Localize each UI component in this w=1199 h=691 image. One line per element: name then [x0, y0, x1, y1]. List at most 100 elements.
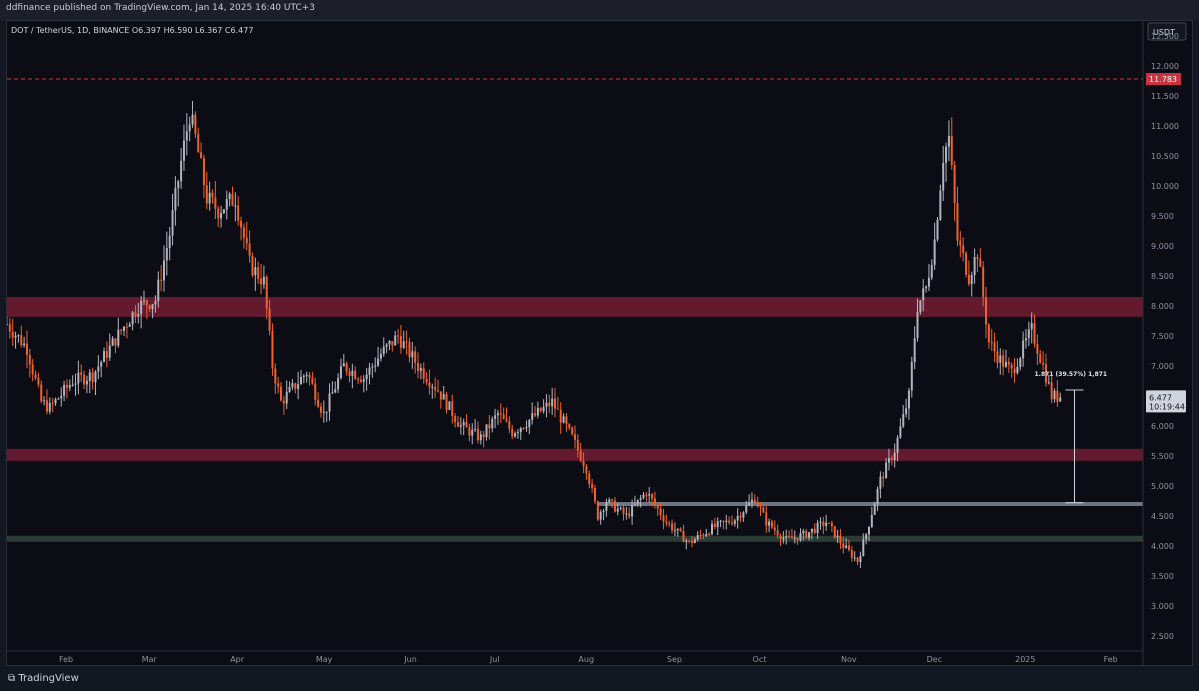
candle-body — [753, 499, 756, 503]
candle-body — [782, 537, 785, 540]
candle-body — [185, 131, 188, 141]
candle-body — [471, 429, 474, 436]
candle-body — [436, 390, 439, 392]
candle-body — [411, 351, 414, 358]
candle-body — [819, 521, 822, 523]
candle-body — [945, 146, 948, 163]
zone-support-green — [7, 535, 1143, 542]
candle-body — [391, 341, 394, 346]
candle-body — [942, 162, 945, 191]
candle-body — [17, 335, 20, 337]
candle-body — [525, 427, 528, 429]
candle-body — [299, 377, 302, 385]
time-tick: 2025 — [1015, 655, 1035, 664]
candle-body — [117, 329, 120, 346]
candle-body — [83, 374, 86, 385]
candle-body — [125, 326, 128, 328]
candle-body — [534, 413, 537, 416]
candle-body — [174, 187, 177, 211]
candle-body — [399, 336, 402, 348]
time-tick: Sep — [667, 655, 682, 664]
candle-body — [177, 181, 180, 188]
candle-body — [1039, 353, 1042, 363]
candle-body — [762, 507, 765, 513]
candle-body — [228, 193, 231, 200]
candle-body — [805, 530, 808, 538]
candle-body — [225, 199, 228, 210]
candle-body — [25, 343, 28, 355]
price-tick: 12.500 — [1151, 32, 1179, 41]
candle-body — [685, 540, 688, 542]
candle-body — [665, 521, 668, 523]
candle-body — [1007, 361, 1010, 365]
candle-body — [996, 351, 999, 363]
candle-body — [1019, 358, 1022, 367]
candle-body — [140, 300, 143, 315]
candle-body — [579, 450, 582, 461]
candle-body — [305, 374, 308, 376]
candle-body — [548, 402, 551, 407]
price-tick: 8.000 — [1151, 302, 1174, 311]
candle-body — [879, 476, 882, 489]
candle-body — [434, 386, 437, 391]
candle-body — [959, 240, 962, 246]
publish-bar: ddfinance published on TradingView.com, … — [0, 0, 1199, 20]
candle-body — [591, 484, 594, 488]
candle-body — [357, 378, 360, 380]
candle-body — [882, 476, 885, 479]
candle-body — [1016, 366, 1019, 374]
candle-body — [511, 428, 514, 437]
candle-body — [325, 411, 328, 413]
candle-body — [982, 266, 985, 298]
candle-body — [1044, 364, 1047, 383]
candle-body — [559, 409, 562, 423]
symbol-legend: DOT / TetherUS, 1D, BINANCE O6.397 H6.59… — [11, 26, 253, 35]
candle-body — [673, 530, 676, 532]
time-tick: Oct — [753, 655, 767, 664]
candle-body — [157, 279, 160, 302]
candle-body — [114, 338, 117, 346]
time-tick: Dec — [927, 655, 942, 664]
candle-body — [20, 335, 23, 346]
candle-body — [750, 499, 753, 503]
candle-body — [1022, 340, 1025, 359]
candle-body — [748, 502, 751, 506]
candle-body — [123, 326, 126, 331]
candle-body — [733, 520, 736, 524]
candle-body — [77, 372, 80, 384]
candle-body — [979, 258, 982, 267]
candle-body — [922, 288, 925, 301]
candle-body — [902, 414, 905, 427]
candle-body — [730, 522, 733, 524]
candle-body — [277, 383, 280, 387]
candle-body — [48, 402, 51, 412]
candle-body — [873, 503, 876, 515]
candle-body — [439, 391, 442, 400]
candle-body — [608, 499, 611, 503]
candle-body — [1050, 382, 1053, 400]
candle-body — [211, 192, 214, 198]
candle-body — [23, 343, 26, 346]
candle-body — [408, 341, 411, 358]
candle-body — [870, 514, 873, 527]
candle-body — [120, 329, 123, 331]
candle-body — [976, 256, 979, 259]
candle-body — [6, 324, 8, 325]
candle-body — [499, 413, 502, 415]
chart-area[interactable]: 1.871 (39.57%) 1,871 USDT 12.500 12.000 11.5… — [6, 20, 1193, 666]
candle-body — [374, 365, 377, 367]
candle-body — [180, 160, 183, 182]
candle-body — [188, 124, 191, 132]
candle-body — [582, 460, 585, 467]
candle-body — [331, 392, 334, 394]
candle-body — [234, 205, 237, 207]
candle-body — [197, 133, 200, 153]
candle-body — [51, 402, 54, 404]
candle-body — [417, 362, 420, 371]
candle-body — [622, 507, 625, 514]
candle-body — [711, 523, 714, 535]
high-label-box — [1146, 73, 1181, 86]
candle-body — [385, 344, 388, 347]
last-price-box — [1146, 390, 1186, 413]
